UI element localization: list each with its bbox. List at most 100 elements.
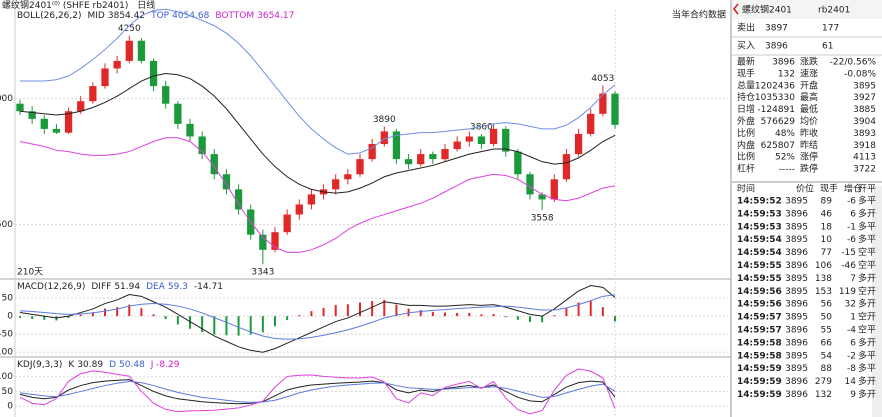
- stat-label: 昨结: [800, 139, 818, 151]
- indicator-line: [19, 294, 616, 340]
- trade-cell: 6: [850, 338, 856, 348]
- candle-body: [137, 40, 146, 61]
- candle-body: [101, 68, 109, 87]
- stat-label: 涨跌: [800, 57, 818, 68]
- trade-cell: 3896: [785, 248, 808, 258]
- indicator-value: 59.3: [168, 282, 188, 292]
- trade-cell: 56: [821, 300, 833, 310]
- candle-body: [40, 118, 48, 129]
- candle-body: [502, 128, 510, 152]
- candle-body: [477, 136, 486, 145]
- candle-body: [417, 154, 425, 165]
- candle-body: [307, 194, 316, 205]
- price-annotation: 4250: [118, 24, 141, 34]
- trade-cell: 3896: [785, 209, 808, 219]
- trade-cell: 多平: [858, 233, 876, 245]
- indicator-line: [20, 8, 616, 155]
- candle-body: [186, 123, 194, 137]
- indicator-line: [19, 380, 616, 403]
- indicator-name: MACD(12,26,9): [17, 282, 85, 292]
- candle-body: [368, 144, 376, 160]
- trade-cell: 多开: [858, 298, 876, 310]
- trade-cell: 14:59:53: [737, 209, 782, 219]
- side-volume: 61: [822, 42, 833, 52]
- candle-body: [113, 60, 121, 69]
- trade-cell: 3895: [785, 274, 808, 284]
- trade-cell: -1: [847, 222, 856, 232]
- stat-value: 1202436: [755, 81, 795, 91]
- trade-cell: 54: [821, 351, 833, 361]
- indicator-line: [19, 137, 616, 253]
- scrollbar[interactable]: [872, 186, 882, 417]
- candle-body: [234, 189, 243, 210]
- stat-label: 现手: [737, 67, 755, 79]
- stat-value: 3885: [853, 105, 876, 115]
- indicator-label: DEA: [146, 282, 166, 292]
- stat-value: -0.08%: [844, 69, 876, 79]
- indicator-value: 3654.17: [257, 11, 294, 21]
- trade-cell: 77: [821, 248, 832, 258]
- indicator-line: [19, 285, 616, 353]
- candle-body: [149, 60, 158, 87]
- trade-cell: 14:59:58: [737, 338, 782, 348]
- trade-cell: -8: [847, 364, 856, 374]
- stat-value: 4113: [853, 153, 876, 163]
- candle-body: [429, 154, 437, 160]
- trade-cell: 6: [850, 209, 856, 219]
- indicator-label: TOP: [150, 11, 170, 21]
- stat-label: 最低: [800, 103, 818, 115]
- trade-cell: 1: [850, 313, 856, 323]
- trade-cell: 多开: [858, 375, 876, 387]
- trade-cell: 多开: [858, 207, 876, 219]
- trade-cell: 14:59:56: [737, 287, 782, 297]
- stat-value: 3895: [853, 81, 876, 91]
- indicator-value: -14.71: [194, 282, 223, 292]
- span-label: 210天: [17, 268, 43, 278]
- trade-column: 时间: [737, 183, 755, 195]
- indicator-value: 3854.42: [108, 11, 145, 21]
- stat-value: 1035330: [755, 93, 795, 103]
- indicator-label: D: [109, 360, 116, 370]
- price-annotation: 3558: [531, 214, 554, 224]
- indicator-value: 51.94: [114, 282, 140, 292]
- candle-body: [453, 141, 461, 150]
- chart-background: [0, 0, 731, 417]
- trade-cell: 3895: [785, 222, 808, 232]
- stat-value: 3722: [853, 165, 876, 175]
- trade-cell: 3896: [785, 390, 808, 400]
- trade-cell: 14:59:59: [737, 377, 782, 387]
- quote-code: rb2401: [818, 6, 850, 16]
- trade-cell: -6: [847, 235, 856, 245]
- trade-cell: -2: [847, 351, 856, 361]
- candle-body: [380, 131, 388, 145]
- y-tick-label: 0: [7, 312, 13, 322]
- y-tick-label: 0: [7, 402, 13, 412]
- candle-body: [271, 232, 279, 250]
- stat-label: 比例: [737, 127, 755, 139]
- trade-cell: 9: [850, 390, 856, 400]
- stat-value: 132: [778, 69, 795, 79]
- trade-cell: -4: [847, 326, 856, 336]
- stat-label: 日增: [737, 103, 755, 115]
- y-tick-label: -100: [0, 348, 13, 358]
- trade-cell: 138: [815, 274, 832, 284]
- trade-cell: 88: [821, 364, 833, 374]
- trade-cell: 空平: [858, 246, 876, 258]
- side-volume: 177: [822, 24, 839, 34]
- candle-body: [465, 136, 473, 142]
- trade-cell: 14:59:58: [737, 351, 782, 361]
- stat-label: 最高: [800, 91, 818, 103]
- candle-body: [562, 154, 571, 180]
- stat-label: 外盘: [737, 115, 755, 127]
- trade-cell: 多平: [858, 195, 876, 207]
- trade-cell: 14:59:54: [737, 235, 782, 245]
- trade-cell: -6: [847, 197, 856, 207]
- candle-body: [52, 128, 61, 133]
- candle-body: [77, 101, 85, 112]
- candle-body: [89, 86, 97, 102]
- data-note: 当年合约数据: [672, 9, 726, 21]
- candle-body: [611, 93, 619, 125]
- trade-cell: 多开: [858, 388, 876, 400]
